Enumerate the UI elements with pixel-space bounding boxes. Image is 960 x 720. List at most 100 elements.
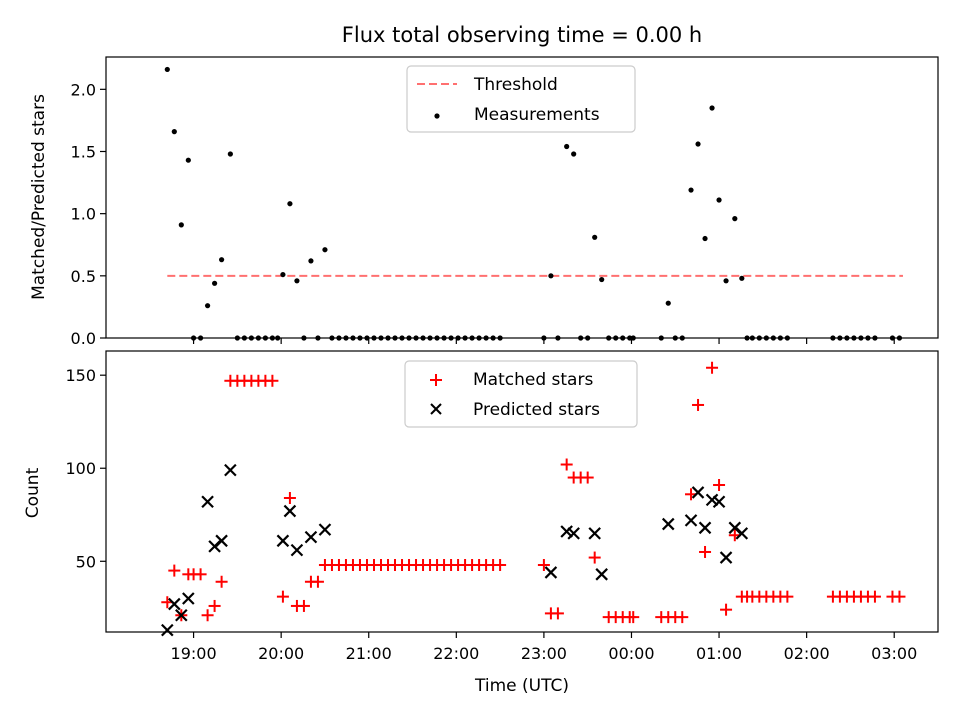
matched-star-point bbox=[706, 361, 719, 374]
x-tick-label: 02:00 bbox=[784, 644, 830, 663]
predicted-star-point bbox=[712, 495, 726, 509]
measurement-point bbox=[171, 129, 177, 135]
measurement-point bbox=[723, 278, 729, 284]
measurement-point bbox=[702, 235, 708, 242]
x-axis-label: Time (UTC) bbox=[474, 676, 569, 696]
predicted-star-point bbox=[698, 521, 712, 535]
top-legend-box bbox=[406, 65, 636, 133]
predicted-star-point bbox=[544, 566, 558, 579]
predicted-star-point bbox=[290, 543, 304, 557]
bottom-y-axis-label: Count bbox=[23, 467, 43, 518]
top-y-axis-label: Matched/Predicted stars bbox=[29, 94, 49, 300]
top-y-tick-label: 1.5 bbox=[71, 142, 96, 161]
bottom-y-tick-label: 100 bbox=[65, 459, 96, 478]
matched-star-point bbox=[692, 398, 705, 411]
matched-star-point bbox=[699, 545, 712, 558]
measurement-point bbox=[732, 216, 738, 222]
predicted-star-point bbox=[588, 527, 601, 540]
legend-measurements-swatch bbox=[434, 113, 440, 119]
measurement-point bbox=[185, 157, 191, 163]
measurement-point bbox=[322, 247, 328, 253]
matched-star-point bbox=[494, 559, 507, 572]
measurement-point bbox=[294, 278, 300, 284]
measurement-point bbox=[709, 105, 715, 111]
legend-matched-label: Matched stars bbox=[473, 370, 593, 390]
legend-measurements-label: Measurements bbox=[474, 105, 600, 125]
predicted-star-point bbox=[161, 623, 174, 637]
matched-star-point bbox=[266, 374, 279, 387]
measurement-point bbox=[564, 143, 570, 150]
matched-star-point bbox=[208, 599, 221, 612]
predicted-star-point bbox=[719, 551, 733, 564]
bottom-legend-box bbox=[404, 360, 638, 428]
measurement-point bbox=[599, 276, 605, 283]
bottom-y-axis: 50 100 150 bbox=[65, 366, 106, 571]
matched-star-point bbox=[676, 611, 689, 624]
measurement-point bbox=[665, 300, 671, 306]
measurement-point bbox=[204, 303, 211, 309]
matched-star-point bbox=[713, 478, 726, 491]
predicted-star-point bbox=[182, 592, 195, 605]
matched-star-point bbox=[297, 599, 310, 612]
x-tick-label: 19:00 bbox=[171, 644, 217, 663]
predicted-star-point bbox=[201, 495, 214, 509]
measurement-point bbox=[716, 197, 722, 203]
chart-title: Flux total observing time = 0.00 h bbox=[342, 23, 702, 47]
bottom-plot-frame bbox=[105, 350, 939, 633]
predicted-star-point bbox=[224, 463, 237, 477]
top-plot-frame bbox=[105, 56, 939, 339]
top-y-tick-label: 2.0 bbox=[71, 80, 96, 99]
matched-stars-series bbox=[161, 361, 906, 624]
matched-star-point bbox=[168, 564, 181, 577]
matched-star-point bbox=[893, 590, 906, 603]
measurement-point bbox=[548, 273, 554, 279]
matched-star-point bbox=[215, 575, 228, 588]
predicted-star-point bbox=[283, 504, 297, 518]
matched-star-point bbox=[627, 611, 640, 624]
predicted-star-point bbox=[168, 597, 181, 611]
measurement-point bbox=[739, 275, 745, 281]
matched-star-point bbox=[311, 575, 324, 588]
predicted-star-point bbox=[175, 608, 188, 622]
legend-predicted-label: Predicted stars bbox=[473, 400, 600, 420]
legend-matched-swatch bbox=[430, 374, 442, 386]
matched-star-point bbox=[551, 607, 564, 620]
predicted-star-point bbox=[691, 486, 705, 499]
predicted-star-point bbox=[276, 534, 290, 548]
measurement-point bbox=[164, 66, 170, 73]
matched-star-point bbox=[868, 590, 881, 603]
matched-star-point bbox=[194, 568, 207, 581]
measurement-point bbox=[211, 280, 218, 286]
matched-star-point bbox=[588, 551, 601, 564]
predicted-star-point bbox=[318, 523, 332, 536]
x-tick-label: 03:00 bbox=[871, 644, 917, 663]
x-tick-label: 00:00 bbox=[608, 644, 654, 663]
predicted-stars-series bbox=[161, 463, 749, 637]
top-y-tick-label: 0.0 bbox=[71, 329, 96, 348]
predicted-star-point bbox=[304, 530, 318, 544]
top-y-tick-label: 0.5 bbox=[71, 267, 96, 286]
predicted-star-point bbox=[567, 527, 580, 540]
matched-star-point bbox=[720, 603, 733, 616]
predicted-star-point bbox=[735, 527, 749, 540]
measurement-point bbox=[287, 201, 293, 207]
x-tick-label: 21:00 bbox=[346, 644, 392, 663]
measurement-point bbox=[695, 141, 701, 147]
x-tick-label: 20:00 bbox=[258, 644, 304, 663]
x-tick-label: 01:00 bbox=[696, 644, 742, 663]
bottom-panel: 50 100 150 19:00 20:00 21:00 22:00 23:00 00:00 0… bbox=[23, 350, 939, 696]
measurement-point bbox=[592, 234, 598, 240]
bottom-x-axis: 19:00 20:00 21:00 22:00 23:00 00:00 01:00 02:00… bbox=[171, 632, 917, 663]
matched-star-point bbox=[283, 492, 296, 505]
legend-threshold-label: Threshold bbox=[473, 75, 558, 95]
measurement-point bbox=[227, 151, 233, 157]
matched-star-point bbox=[560, 458, 573, 471]
bottom-y-tick-label: 150 bbox=[65, 366, 96, 385]
bottom-y-tick-label: 50 bbox=[76, 552, 96, 571]
measurement-point bbox=[219, 257, 225, 263]
top-y-tick-label: 1.0 bbox=[71, 205, 96, 224]
predicted-star-point bbox=[215, 534, 228, 548]
matched-star-point bbox=[781, 590, 794, 603]
measurement-point bbox=[688, 187, 694, 193]
